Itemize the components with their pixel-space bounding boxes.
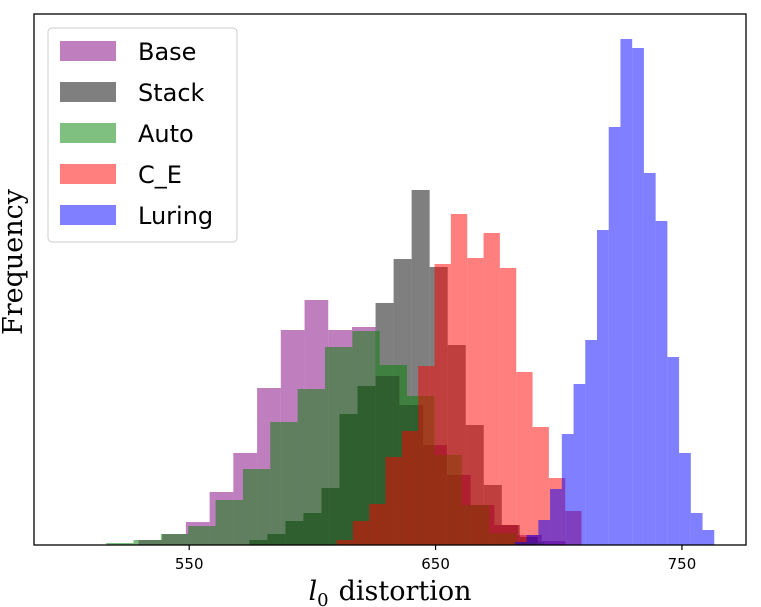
- series-luring: [514, 39, 715, 545]
- histogram-bar: [550, 489, 562, 545]
- legend-label: Auto: [138, 120, 194, 148]
- histogram-bar: [434, 264, 451, 545]
- histogram-bar: [702, 530, 715, 545]
- x-axis-label-text: distortion: [339, 576, 472, 607]
- legend-item: Auto: [60, 120, 194, 148]
- histogram-bar: [418, 366, 435, 545]
- histogram-bar: [483, 233, 500, 545]
- x-tick-label: 550: [175, 555, 204, 573]
- legend-swatch: [60, 164, 116, 184]
- histogram-bar: [215, 500, 243, 545]
- legend-item: Base: [60, 38, 196, 66]
- histogram-bar: [585, 340, 597, 545]
- x-tick-label: 650: [421, 555, 450, 573]
- histogram-bar: [643, 173, 656, 545]
- histogram-bar: [188, 526, 216, 545]
- x-axis-label: l0 distortion: [308, 576, 471, 607]
- histogram-bar: [270, 422, 298, 545]
- legend-label: C_E: [138, 161, 182, 189]
- histogram-bar: [336, 540, 353, 545]
- legend-label: Stack: [138, 79, 205, 107]
- legend-item: Stack: [60, 79, 205, 107]
- histogram-bar: [450, 214, 468, 545]
- histogram-bars: [106, 39, 715, 545]
- histogram-bar: [385, 457, 402, 545]
- histogram-bar: [514, 542, 527, 545]
- histogram-bar: [516, 372, 533, 545]
- histogram-bar: [690, 513, 703, 545]
- legend-label: Base: [138, 38, 196, 66]
- legend-swatch: [60, 82, 116, 102]
- histogram-bar: [133, 540, 161, 545]
- histogram-bar: [324, 347, 353, 545]
- x-axis-label-var: l: [308, 576, 317, 607]
- legend-item: C_E: [60, 161, 182, 189]
- histogram-bar: [561, 434, 574, 545]
- plot-frame: [33, 13, 747, 546]
- legend-swatch: [60, 41, 116, 61]
- histogram-bar: [369, 504, 386, 545]
- histogram-bar: [106, 543, 134, 545]
- y-axis-label: Frequency: [0, 188, 29, 335]
- histogram-bar: [608, 127, 621, 545]
- x-axis-label-sub: 0: [317, 590, 328, 607]
- x-tick-label: 750: [668, 555, 697, 573]
- histogram-bar: [532, 427, 549, 545]
- histogram-bar: [632, 48, 644, 545]
- histogram-bar: [655, 221, 668, 545]
- legend-item: Luring: [60, 202, 213, 230]
- legend-swatch: [60, 123, 116, 143]
- histogram-bar: [242, 469, 271, 545]
- histogram-bar: [160, 534, 189, 545]
- histogram-bar: [667, 357, 680, 545]
- histogram-bar: [499, 268, 517, 545]
- x-axis-ticks: 550 650 750: [175, 545, 696, 573]
- histogram-bar: [467, 258, 484, 545]
- legend: Base Stack Auto C_E Luring: [47, 27, 238, 243]
- histogram-bar: [596, 230, 609, 545]
- histogram-bar: [679, 453, 691, 545]
- histogram-bar: [401, 431, 419, 545]
- histogram-bar: [573, 384, 586, 545]
- histogram-bar: [352, 521, 370, 545]
- histogram-bar: [526, 535, 539, 545]
- histogram-bar: [538, 520, 551, 545]
- histogram-bar: [297, 389, 325, 545]
- legend-box: [47, 27, 238, 243]
- legend-label: Luring: [138, 202, 213, 230]
- histogram-bar: [620, 39, 633, 545]
- legend-swatch: [60, 205, 116, 225]
